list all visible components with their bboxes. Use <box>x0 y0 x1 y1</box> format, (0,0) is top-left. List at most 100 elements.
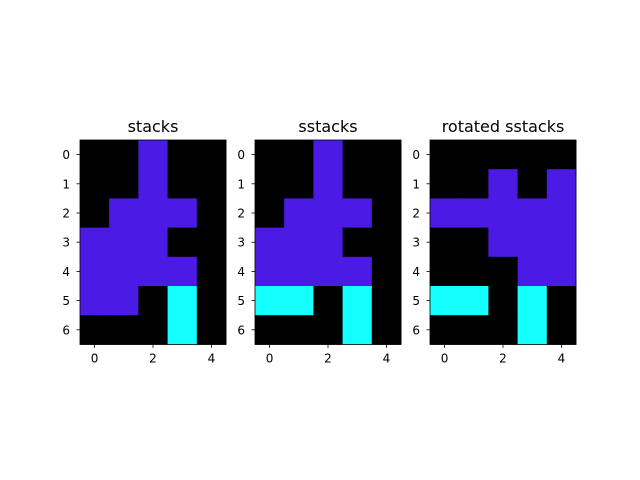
heatmap-cell <box>80 140 110 170</box>
panel-stacks: stacks 0 1 2 3 4 5 6 0 2 4 <box>62 117 227 365</box>
x-tick-label: 0 <box>91 351 99 365</box>
y-tick-label: 5 <box>62 294 70 308</box>
y-tick-label: 1 <box>412 177 420 191</box>
heatmap-cell <box>167 198 198 228</box>
heatmap-cell <box>546 256 577 287</box>
heatmap-cell <box>80 198 110 228</box>
heatmap-cell <box>342 198 373 228</box>
y-tick-label: 0 <box>237 148 245 162</box>
heatmap-cell <box>138 198 168 228</box>
heatmap-cell <box>371 315 402 345</box>
heatmap-cell <box>109 286 139 316</box>
x-tick-label: 0 <box>441 351 449 365</box>
heatmap-cell <box>196 256 227 287</box>
heatmap-cell <box>459 315 489 345</box>
y-tick-label: 1 <box>237 177 245 191</box>
heatmap-cell <box>371 140 402 170</box>
heatmap-cell <box>517 198 548 228</box>
heatmap-cell <box>255 198 285 228</box>
heatmap-cell <box>284 140 314 170</box>
heatmap-cell <box>546 140 577 170</box>
y-tick-label: 2 <box>62 207 70 221</box>
heatmap-cell <box>342 169 373 199</box>
heatmap-cell <box>196 227 227 258</box>
heatmap-cell <box>459 256 489 287</box>
heatmap-cell <box>109 169 139 199</box>
heatmap-cell <box>284 256 314 287</box>
y-tick-label: 4 <box>237 265 245 279</box>
heatmap-cell <box>196 169 227 199</box>
heatmap-cell <box>488 227 518 258</box>
heatmap-cell <box>430 140 460 170</box>
x-tick-label: 2 <box>324 351 332 365</box>
heatmap-cell <box>109 227 139 258</box>
heatmap-cell <box>488 315 518 345</box>
heatmap-cell <box>109 256 139 287</box>
heatmap-cell <box>284 315 314 345</box>
heatmap-cell <box>138 169 168 199</box>
heatmap-cell <box>313 227 343 258</box>
panel-title: stacks <box>128 117 179 136</box>
x-tick-label: 2 <box>149 351 157 365</box>
heatmap-cell <box>546 169 577 199</box>
heatmap-cell <box>313 169 343 199</box>
heatmap-cell <box>284 227 314 258</box>
heatmap-cell <box>517 256 548 287</box>
heatmap-cell <box>488 256 518 287</box>
y-tick-label: 4 <box>412 265 420 279</box>
heatmap-cell <box>313 315 343 345</box>
heatmap-cell <box>546 286 577 316</box>
heatmap-cell <box>255 286 285 316</box>
heatmap-cell <box>488 140 518 170</box>
heatmap-cell <box>517 169 548 199</box>
y-tick-label: 6 <box>62 323 70 337</box>
heatmap-cell <box>342 315 373 345</box>
heatmap-cell <box>517 315 548 345</box>
heatmap-cell <box>459 198 489 228</box>
heatmap-cell <box>167 169 198 199</box>
heatmap-cell <box>196 315 227 345</box>
heatmap-cell <box>546 198 577 228</box>
heatmap-cell <box>80 286 110 316</box>
panel-title: sstacks <box>298 117 357 136</box>
y-tick-label: 2 <box>412 207 420 221</box>
heatmap-cell <box>109 140 139 170</box>
heatmap-cell <box>313 286 343 316</box>
heatmap-cell <box>255 169 285 199</box>
heatmap-cell <box>284 286 314 316</box>
heatmap-cell <box>430 198 460 228</box>
heatmap-cell <box>517 227 548 258</box>
heatmap-cell <box>138 315 168 345</box>
heatmap-cell <box>430 286 460 316</box>
heatmap-cell <box>371 286 402 316</box>
heatmap-cell <box>284 169 314 199</box>
heatmap-cell <box>430 315 460 345</box>
heatmap-cell <box>255 140 285 170</box>
y-tick-label: 0 <box>412 148 420 162</box>
heatmap-cell <box>109 315 139 345</box>
heatmap-cell <box>80 315 110 345</box>
y-tick-label: 0 <box>62 148 70 162</box>
heatmap-cell <box>255 315 285 345</box>
panel-sstacks: sstacks 0 1 2 3 4 5 6 0 2 4 <box>237 117 402 365</box>
y-tick-label: 4 <box>62 265 70 279</box>
heatmap-cell <box>371 169 402 199</box>
heatmap-cell <box>80 256 110 287</box>
y-tick-label: 2 <box>237 207 245 221</box>
heatmap-cell <box>284 198 314 228</box>
heatmap-cell <box>255 256 285 287</box>
heatmap-cell <box>517 140 548 170</box>
heatmap-cell <box>459 140 489 170</box>
y-tick-label: 5 <box>237 294 245 308</box>
heatmap-cell <box>546 315 577 345</box>
heatmap-cell <box>167 315 198 345</box>
panel-rotated-sstacks: rotated sstacks 0 1 2 3 4 5 6 0 2 4 <box>412 117 577 365</box>
heatmap-cell <box>459 169 489 199</box>
x-tick-label: 4 <box>558 351 566 365</box>
heatmap-cell <box>342 256 373 287</box>
y-tick-label: 5 <box>412 294 420 308</box>
x-tick-label: 0 <box>266 351 274 365</box>
heatmap-cell <box>430 227 460 258</box>
heatmap-cell <box>313 256 343 287</box>
